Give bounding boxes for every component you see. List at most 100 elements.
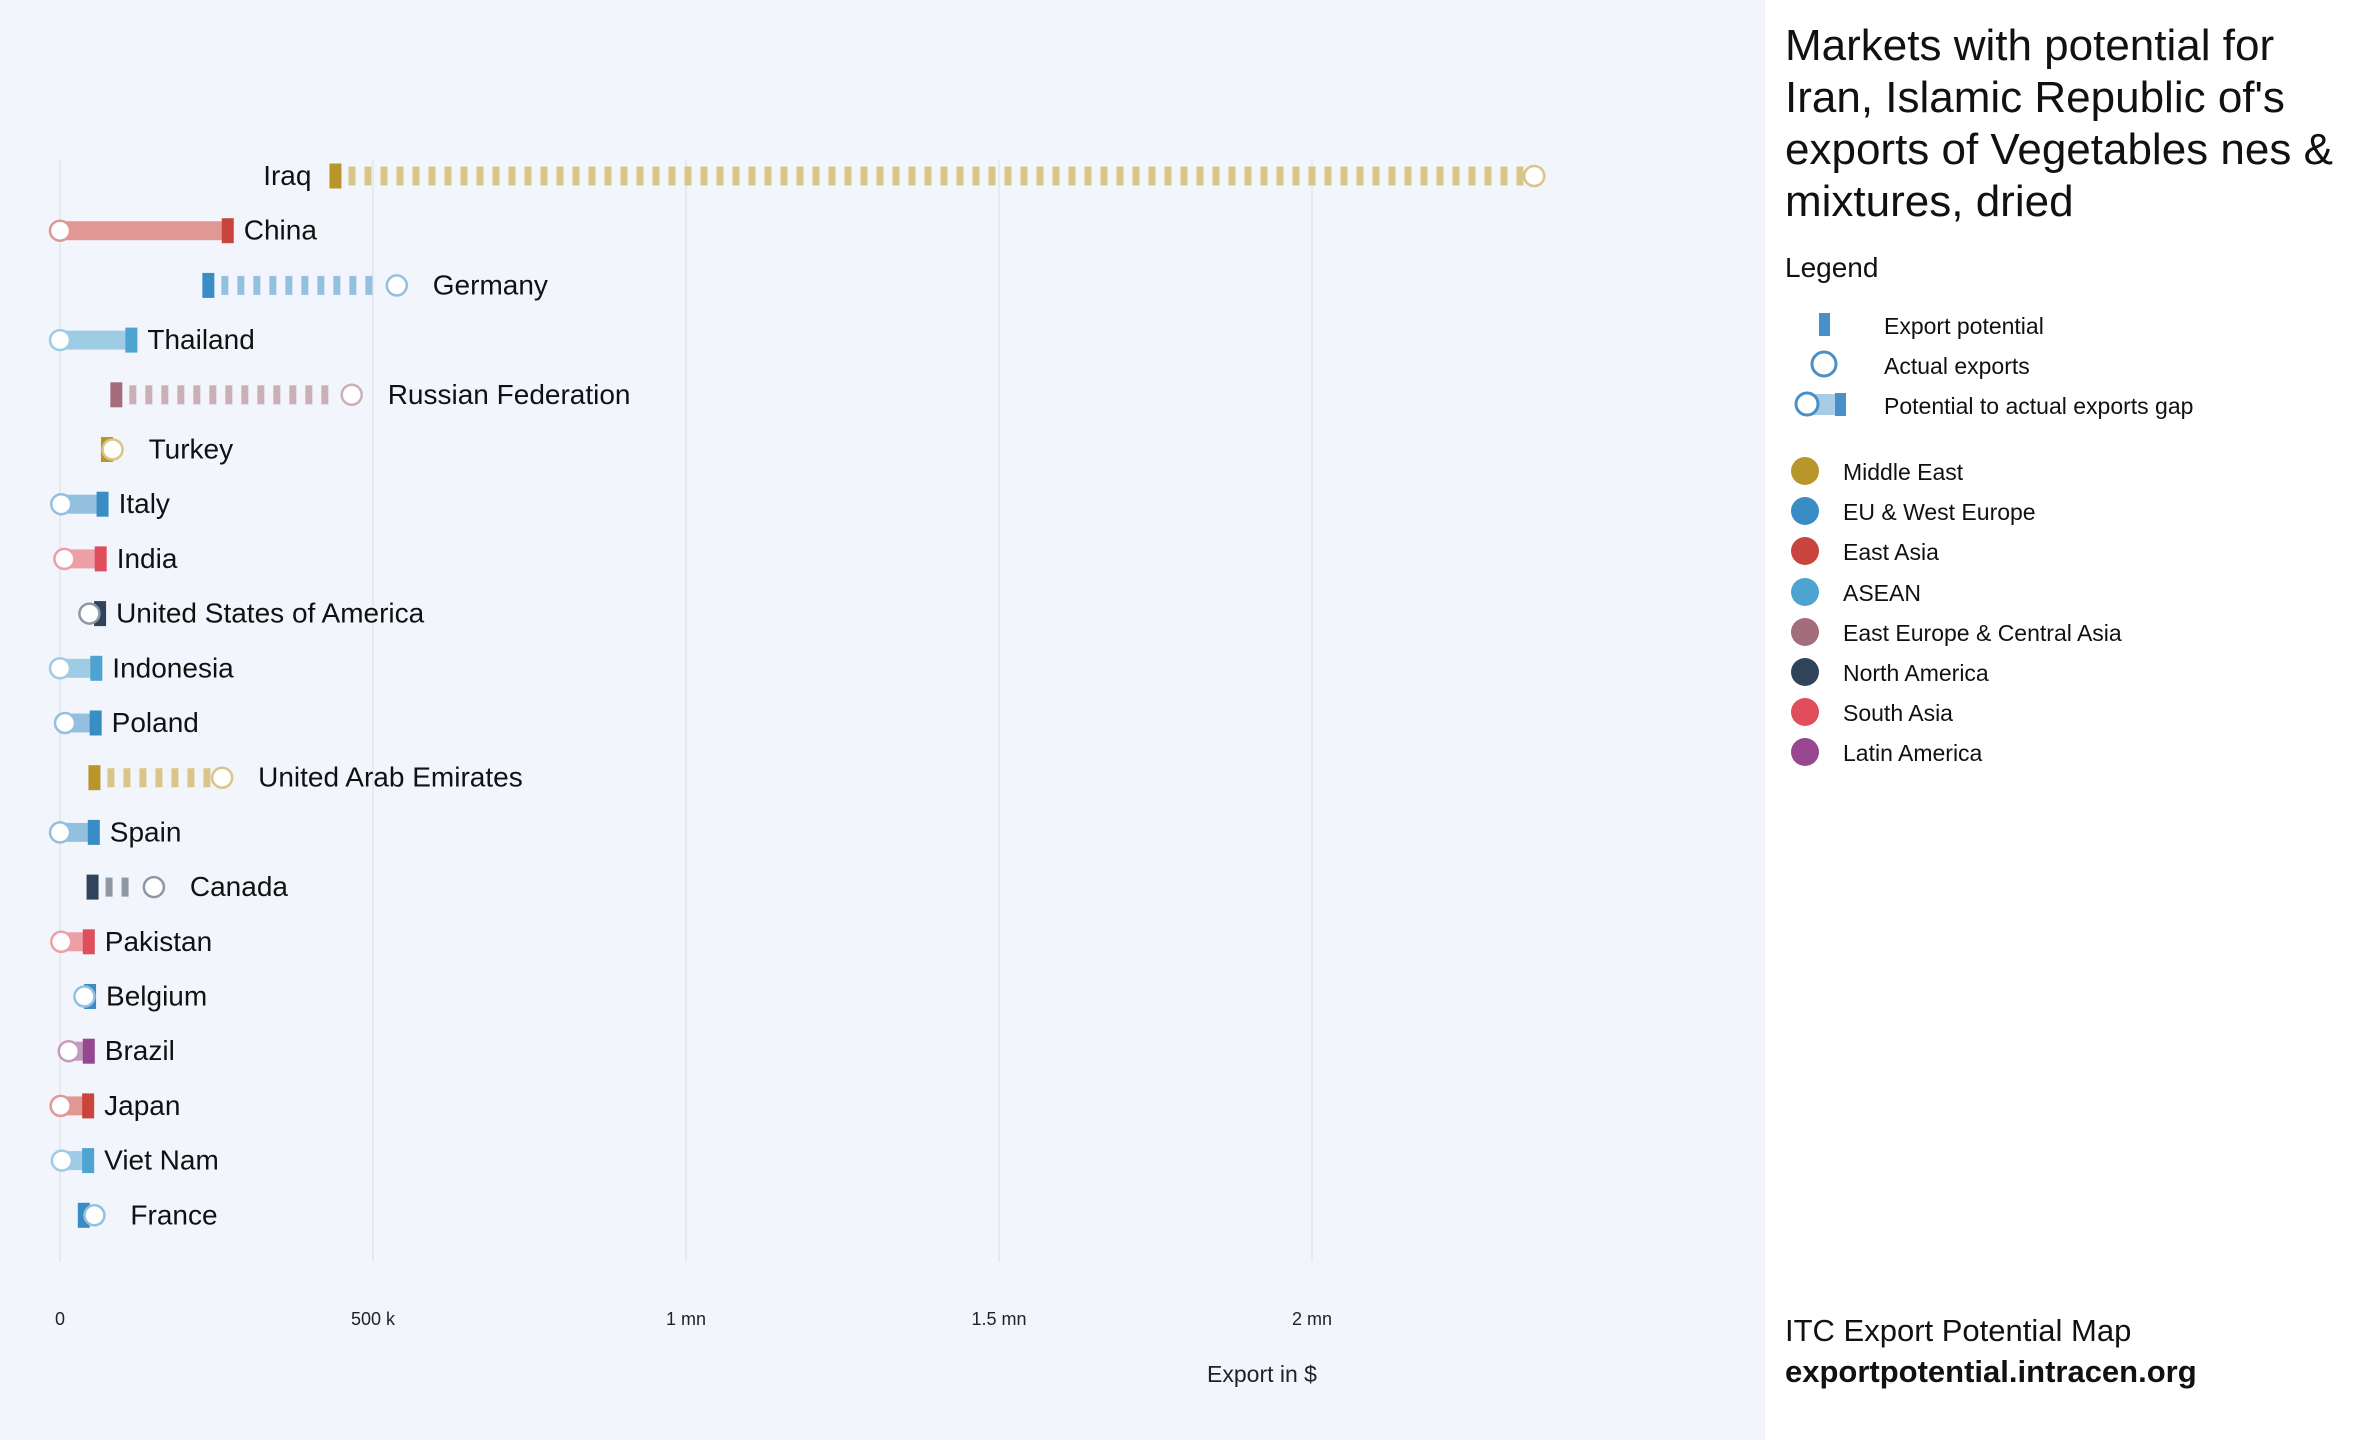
gap-dash: [860, 166, 868, 186]
gap-dash: [636, 166, 644, 186]
actual-exports-icon: [1810, 350, 1838, 378]
gap-dash: [1340, 166, 1348, 186]
gap-dash: [876, 166, 884, 186]
gap-dash: [1404, 166, 1412, 186]
region-color-swatch: [1791, 537, 1819, 566]
legend-region-latin-america: Latin America: [1785, 733, 2345, 769]
market-label: United Arab Emirates: [258, 762, 523, 793]
gap-dash: [364, 166, 372, 186]
potential-marker: [86, 874, 99, 900]
potential-marker: [125, 327, 138, 353]
gap-dash: [107, 768, 115, 788]
legend-region-middle-east: Middle East: [1785, 452, 2345, 488]
gap-dash: [1020, 166, 1028, 186]
market-label: Pakistan: [105, 926, 212, 957]
legend-item-gap: Potential to actual exports gap: [1785, 387, 2345, 423]
market-label: Turkey: [149, 434, 234, 465]
gap-dash: [1452, 166, 1460, 186]
gap-dash: [1212, 166, 1220, 186]
gap-dash: [1164, 166, 1172, 186]
x-tick-label: 500 k: [351, 1309, 396, 1329]
gap-dash: [1260, 166, 1268, 186]
gap-dash: [780, 166, 788, 186]
dumbbell-chart: 0 500 k 1 mn 1.5 mn 2 mn Export in $ Iraq China…: [48, 160, 1546, 1387]
gap-dash: [1436, 166, 1444, 186]
region-label: South Asia: [1843, 700, 1953, 727]
gap-dash: [1180, 166, 1188, 186]
actual-marker: [340, 383, 363, 407]
gap-dash: [492, 166, 500, 186]
actual-marker: [48, 328, 72, 352]
gap-dash: [177, 385, 185, 405]
gap-dash: [844, 166, 852, 186]
actual-marker: [385, 274, 409, 297]
market-label: France: [130, 1199, 217, 1230]
gap-dash: [348, 166, 356, 186]
legend-label-potential: Export potential: [1884, 313, 2044, 339]
region-label: Latin America: [1843, 740, 1983, 767]
gap-dash: [305, 385, 313, 405]
market-label: Brazil: [105, 1035, 175, 1066]
gap-dash: [121, 877, 129, 897]
potential-marker: [94, 546, 107, 572]
gap-dash: [1196, 166, 1204, 186]
legend-region-east-asia: East Asia: [1785, 532, 2345, 568]
actual-marker: [83, 1204, 106, 1227]
gap-dash: [668, 166, 676, 186]
market-label: Canada: [190, 871, 289, 902]
potential-marker: [87, 819, 100, 845]
legend-region-asean: ASEAN: [1785, 573, 2345, 609]
potential-marker: [89, 710, 102, 736]
gap-dash: [572, 166, 580, 186]
gap-dash: [748, 166, 756, 186]
gap-dash: [1324, 166, 1332, 186]
gap-dash: [105, 877, 113, 897]
gap-dash: [732, 166, 740, 186]
potential-marker: [110, 382, 123, 408]
gap-bar: [61, 494, 103, 514]
gap-dash: [396, 166, 404, 186]
chart-area: 0 500 k 1 mn 1.5 mn 2 mn Export in $ Iraq China…: [48, 160, 1546, 1387]
actual-marker: [142, 875, 166, 899]
gap-dash: [161, 385, 169, 405]
gap-dash: [684, 166, 692, 186]
actual-marker: [50, 1149, 74, 1172]
gap-dash: [193, 385, 201, 405]
x-tick-label: 1 mn: [666, 1309, 706, 1329]
gap-dash: [187, 768, 195, 788]
gap-dash: [716, 166, 724, 186]
gap-dash: [1068, 166, 1076, 186]
gap-dash: [892, 166, 900, 186]
region-label: ASEAN: [1843, 579, 1921, 606]
gap-bar: [60, 330, 132, 350]
gap-dash: [145, 385, 153, 405]
footer-url[interactable]: exportpotential.intracen.org: [1785, 1354, 2197, 1389]
region-label: North America: [1843, 660, 1989, 686]
legend-label-actual: Actual exports: [1884, 353, 2030, 379]
market-label: Italy: [119, 488, 170, 519]
actual-marker: [1522, 164, 1546, 188]
gap-dash: [1292, 166, 1300, 186]
x-tick-label: 2 mn: [1292, 1309, 1332, 1329]
actual-marker: [50, 492, 73, 516]
region-color-swatch: [1791, 658, 1819, 686]
potential-marker: [88, 765, 101, 791]
actual-marker: [53, 547, 76, 571]
region-label: Middle East: [1843, 459, 1964, 485]
gap-dash: [956, 166, 964, 186]
market-label: Poland: [112, 707, 199, 738]
gap-dash: [301, 275, 309, 295]
gap-dash: [604, 166, 612, 186]
gap-dash: [1036, 166, 1044, 186]
gap-dash: [476, 166, 484, 186]
side-panel: Markets with potential for Iran, Islamic…: [1765, 0, 2360, 1440]
gap-dash: [988, 166, 996, 186]
gap-dash: [1084, 166, 1092, 186]
gap-dash: [540, 166, 548, 186]
gap-dash: [620, 166, 628, 186]
gap-dash: [1388, 166, 1396, 186]
gap-dash: [1468, 166, 1476, 186]
market-label: Germany: [433, 269, 548, 300]
gap-dash: [123, 768, 131, 788]
market-label: Russian Federation: [388, 379, 631, 410]
